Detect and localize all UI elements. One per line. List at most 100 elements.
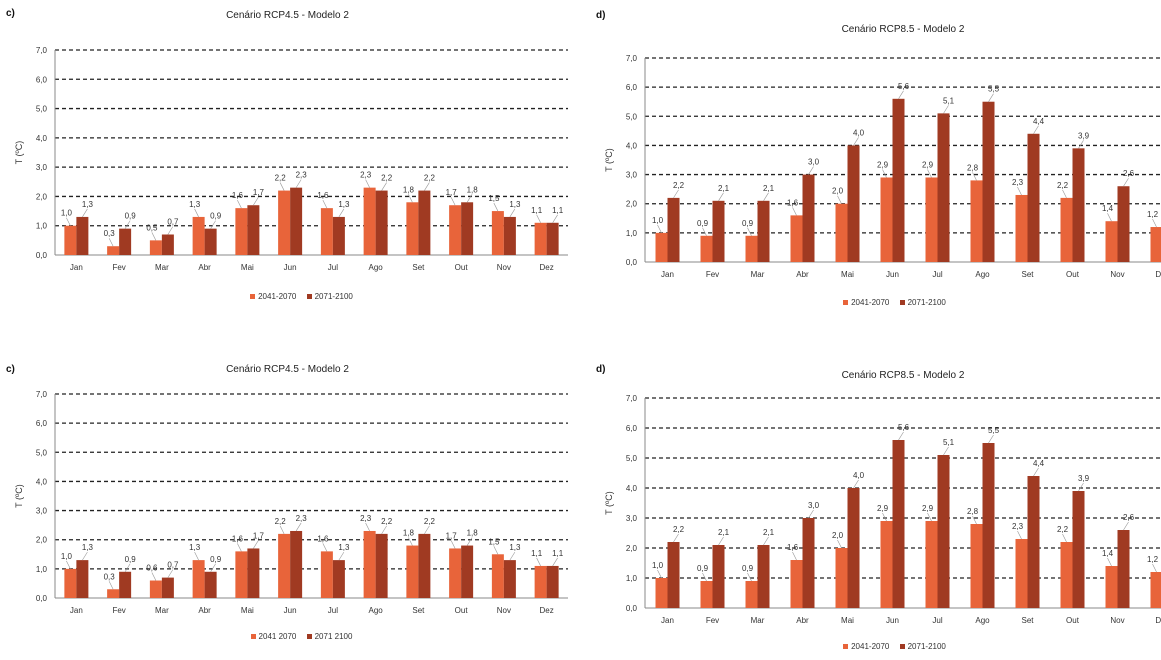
- bar-series-2: [982, 101, 995, 262]
- data-label-leader: [808, 509, 814, 519]
- data-label-leader: [1062, 189, 1067, 199]
- data-label-leader: [1078, 482, 1084, 492]
- bar-series-1: [406, 545, 419, 598]
- data-label-leader: [210, 563, 216, 572]
- legend-label-1: 2041-2070: [258, 292, 297, 301]
- bar-series-1: [363, 530, 376, 598]
- data-label-leader: [972, 515, 977, 525]
- data-label-leader: [808, 166, 814, 175]
- data-label: 2,2: [1057, 525, 1069, 534]
- bar-series-1: [700, 235, 713, 262]
- bar-series-1: [363, 187, 376, 255]
- bar-series-2: [161, 234, 174, 255]
- bar-series-1: [655, 578, 668, 608]
- data-label: 2,9: [877, 504, 889, 513]
- data-label-leader: [747, 227, 752, 236]
- data-label: 3,9: [1078, 131, 1090, 140]
- data-label: 1,6: [787, 198, 799, 207]
- bar-series-1: [278, 190, 291, 255]
- data-label: 0,9: [742, 219, 754, 228]
- bar-chart: 0,0 1,0 2,0 3,0 4,0 5,0 6,0 7,0 T (ºC) Jan 1,0 1,3 F…: [14, 390, 568, 615]
- data-label-leader: [365, 179, 370, 188]
- x-tick-label: Abr: [198, 606, 211, 615]
- bar-series-1: [107, 246, 120, 255]
- data-label-leader: [763, 536, 769, 546]
- data-label: 0,6: [146, 564, 158, 573]
- x-tick-label: Out: [1066, 616, 1080, 625]
- legend-swatch-2: [899, 644, 905, 650]
- y-tick-label: 4,0: [626, 141, 638, 150]
- bar-series-2: [204, 228, 217, 255]
- data-label: 1,1: [552, 206, 564, 215]
- data-label: 2,6: [1123, 513, 1135, 522]
- bar-series-2: [247, 548, 260, 598]
- bar-series-2: [418, 533, 431, 598]
- data-label: 2,3: [296, 514, 308, 523]
- bar-series-2: [418, 190, 431, 255]
- bar-chart: 0,0 1,0 2,0 3,0 4,0 5,0 6,0 7,0 T (ºC) Jan 1,0 1,3 F…: [14, 46, 568, 272]
- bar-series-2: [204, 571, 217, 598]
- bar-series-1: [278, 533, 291, 598]
- y-tick-label: 4,0: [626, 484, 638, 493]
- x-tick-label: Jan: [70, 263, 83, 272]
- x-tick-label: Mar: [155, 606, 169, 615]
- y-tick-label: 4,0: [36, 134, 48, 143]
- bar-series-2: [461, 545, 474, 598]
- bar-series-2: [892, 440, 905, 608]
- x-tick-label: Abr: [796, 270, 809, 279]
- data-label-leader: [322, 200, 328, 209]
- y-tick-label: 0,0: [626, 258, 638, 267]
- bar-series-2: [802, 518, 815, 608]
- data-label-leader: [927, 512, 932, 522]
- data-label: 2,9: [922, 160, 934, 169]
- data-label: 0,9: [210, 212, 222, 221]
- y-tick-label: 6,0: [36, 419, 48, 428]
- y-tick-label: 0,0: [36, 594, 48, 603]
- y-tick-label: 5,0: [626, 112, 638, 121]
- data-label-leader: [657, 224, 662, 233]
- bar-series-1: [1150, 572, 1161, 608]
- data-label-leader: [338, 551, 345, 561]
- data-label-leader: [194, 551, 199, 561]
- x-tick-label: Mai: [841, 270, 854, 279]
- data-label: 0,5: [146, 223, 158, 232]
- x-tick-label: Set: [412, 263, 425, 272]
- data-label: 1,6: [317, 191, 329, 200]
- bar-series-2: [937, 113, 950, 262]
- y-tick-label: 2,0: [626, 544, 638, 553]
- bar-series-1: [192, 560, 205, 598]
- data-label: 1,3: [509, 200, 521, 209]
- bar-series-1: [925, 177, 938, 262]
- data-label: 4,0: [853, 128, 865, 137]
- data-label-leader: [1152, 218, 1157, 228]
- x-tick-label: Fev: [112, 606, 125, 615]
- x-tick-label: Jan: [661, 616, 674, 625]
- legend-swatch-1: [843, 644, 849, 650]
- bar-series-1: [655, 232, 668, 262]
- y-tick-label: 6,0: [36, 75, 48, 84]
- chart-title: Cenário RCP4.5 - Modelo 2: [226, 10, 349, 21]
- data-label-leader: [1107, 213, 1112, 222]
- data-label: 1,7: [253, 188, 265, 197]
- data-label-leader: [882, 512, 887, 522]
- y-tick-label: 2,0: [626, 200, 638, 209]
- data-label-leader: [747, 572, 752, 582]
- legend-swatch-2: [899, 300, 905, 306]
- legend: 2041-2070 2071-2100: [660, 642, 1121, 651]
- data-label: 1,6: [232, 191, 244, 200]
- data-label: 4,0: [853, 471, 865, 480]
- legend-label-2: 2071-2100: [314, 292, 353, 301]
- y-tick-label: 7,0: [36, 46, 48, 55]
- y-tick-label: 7,0: [626, 394, 638, 403]
- data-label-leader: [898, 90, 904, 99]
- bar-series-1: [235, 551, 248, 598]
- data-label: 1,5: [488, 537, 500, 546]
- bar-series-2: [892, 98, 905, 262]
- bar-series-1: [107, 589, 120, 598]
- bar-series-2: [937, 455, 950, 608]
- data-label-leader: [1107, 557, 1112, 567]
- data-label-leader: [322, 543, 328, 552]
- data-label: 1,0: [61, 552, 73, 561]
- y-axis-title: T (ºC): [604, 148, 614, 172]
- legend: 2041-2070 2071-2100: [60, 292, 535, 301]
